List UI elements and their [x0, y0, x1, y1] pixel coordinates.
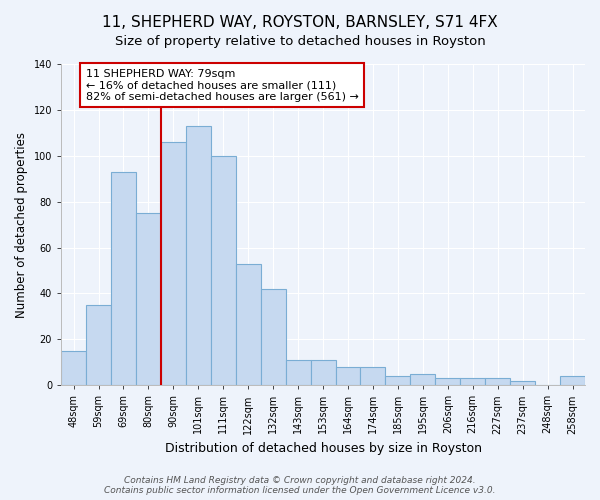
Bar	[410, 374, 436, 385]
Bar	[460, 378, 485, 385]
Bar	[485, 378, 510, 385]
Y-axis label: Number of detached properties: Number of detached properties	[15, 132, 28, 318]
Bar	[61, 350, 86, 385]
Text: Size of property relative to detached houses in Royston: Size of property relative to detached ho…	[115, 35, 485, 48]
Bar	[211, 156, 236, 385]
Bar	[510, 380, 535, 385]
Bar	[560, 376, 585, 385]
X-axis label: Distribution of detached houses by size in Royston: Distribution of detached houses by size …	[164, 442, 482, 455]
Bar	[236, 264, 260, 385]
Bar	[161, 142, 186, 385]
Bar	[311, 360, 335, 385]
Bar	[335, 367, 361, 385]
Bar	[436, 378, 460, 385]
Text: 11 SHEPHERD WAY: 79sqm
← 16% of detached houses are smaller (111)
82% of semi-de: 11 SHEPHERD WAY: 79sqm ← 16% of detached…	[86, 68, 359, 102]
Bar	[136, 213, 161, 385]
Bar	[86, 305, 111, 385]
Bar	[186, 126, 211, 385]
Bar	[361, 367, 385, 385]
Bar	[286, 360, 311, 385]
Bar	[111, 172, 136, 385]
Text: Contains HM Land Registry data © Crown copyright and database right 2024.
Contai: Contains HM Land Registry data © Crown c…	[104, 476, 496, 495]
Bar	[385, 376, 410, 385]
Bar	[260, 289, 286, 385]
Text: 11, SHEPHERD WAY, ROYSTON, BARNSLEY, S71 4FX: 11, SHEPHERD WAY, ROYSTON, BARNSLEY, S71…	[102, 15, 498, 30]
